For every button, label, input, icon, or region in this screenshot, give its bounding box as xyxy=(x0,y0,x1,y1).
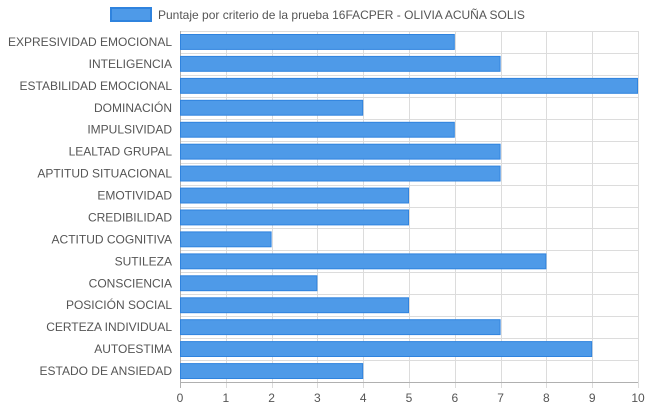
x-tick-label: 2 xyxy=(268,391,275,405)
bar[interactable] xyxy=(180,231,272,248)
bar[interactable] xyxy=(180,341,593,358)
category-label: CONSCIENCIA xyxy=(89,276,172,290)
category-label: IMPULSIVIDAD xyxy=(87,123,172,137)
category-label: EMOTIVIDAD xyxy=(97,189,172,203)
category-label: DOMINACIÓN xyxy=(94,100,172,115)
bar[interactable] xyxy=(180,209,409,226)
bar[interactable] xyxy=(180,319,501,336)
legend[interactable]: Puntaje por criterio de la prueba 16FACP… xyxy=(110,7,525,22)
bar[interactable] xyxy=(180,121,455,138)
legend-label: Puntaje por criterio de la prueba 16FACP… xyxy=(158,8,525,22)
bar[interactable] xyxy=(180,143,501,160)
category-label: LEALTAD GRUPAL xyxy=(69,145,173,159)
x-tick-label: 4 xyxy=(360,391,367,405)
bar[interactable] xyxy=(180,165,501,182)
x-tick-label: 0 xyxy=(177,391,184,405)
category-label: CREDIBILIDAD xyxy=(88,210,172,224)
bar[interactable] xyxy=(180,363,364,380)
bar-layer xyxy=(180,34,638,380)
category-label: APTITUD SITUACIONAL xyxy=(37,167,172,181)
bar[interactable] xyxy=(180,187,409,204)
category-labels: EXPRESIVIDAD EMOCIONAL INTELIGENCIA ESTABI… xyxy=(8,35,172,378)
category-label: ESTADO DE ANSIEDAD xyxy=(40,364,173,378)
x-tick-label: 5 xyxy=(406,391,413,405)
category-label: ESTABILIDAD EMOCIONAL xyxy=(20,79,173,93)
category-label: EXPRESIVIDAD EMOCIONAL xyxy=(8,35,172,49)
category-label: SUTILEZA xyxy=(115,254,172,268)
x-tick-label: 6 xyxy=(451,391,458,405)
x-tick-label: 9 xyxy=(589,391,596,405)
bar[interactable] xyxy=(180,99,364,116)
category-label: AUTOESTIMA xyxy=(94,342,172,356)
category-label: ACTITUD COGNITIVA xyxy=(52,232,172,246)
x-tick-labels: 0 1 2 3 4 5 6 7 8 9 10 xyxy=(177,391,645,405)
x-tick-label: 8 xyxy=(543,391,550,405)
bar[interactable] xyxy=(180,77,638,94)
bar[interactable] xyxy=(180,253,547,270)
bar[interactable] xyxy=(180,34,455,50)
bar[interactable] xyxy=(180,275,318,292)
x-tick-label: 7 xyxy=(497,391,504,405)
category-label: INTELIGENCIA xyxy=(89,57,172,71)
bar[interactable] xyxy=(180,55,501,72)
category-label: POSICIÓN SOCIAL xyxy=(66,297,172,312)
legend-swatch xyxy=(110,7,152,22)
bar[interactable] xyxy=(180,297,409,314)
x-tick-label: 1 xyxy=(222,391,229,405)
x-tick-label: 3 xyxy=(314,391,321,405)
category-label: CERTEZA INDIVIDUAL xyxy=(46,320,172,334)
x-tick-label: 10 xyxy=(631,391,645,405)
